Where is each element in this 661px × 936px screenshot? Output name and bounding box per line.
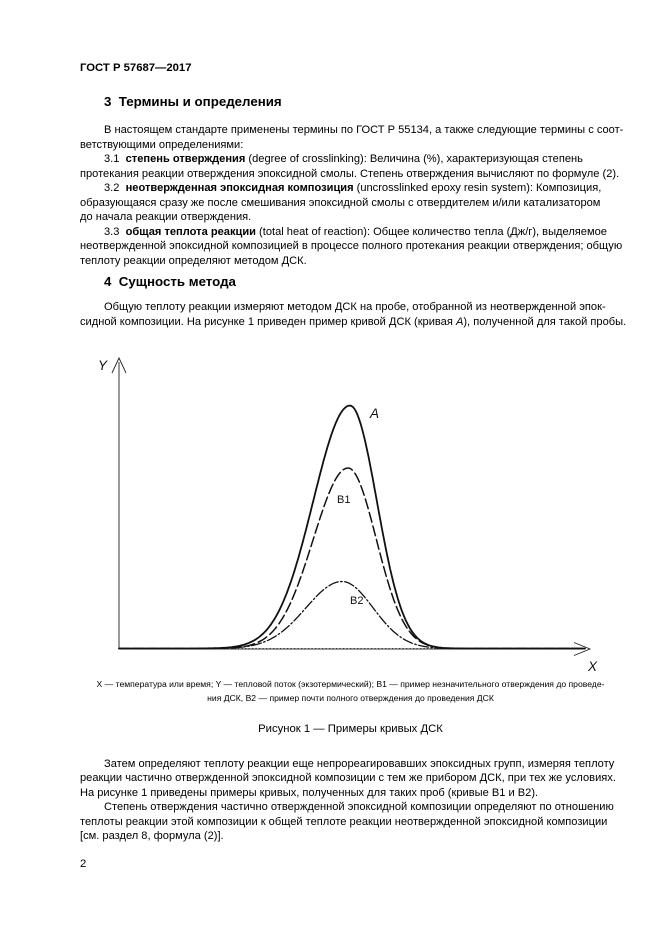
svg-text:X: X	[587, 659, 598, 674]
svg-text:B1: B1	[337, 494, 350, 506]
svg-text:Y: Y	[98, 358, 108, 373]
svg-text:A: A	[369, 406, 379, 421]
svg-text:B2: B2	[350, 595, 363, 607]
